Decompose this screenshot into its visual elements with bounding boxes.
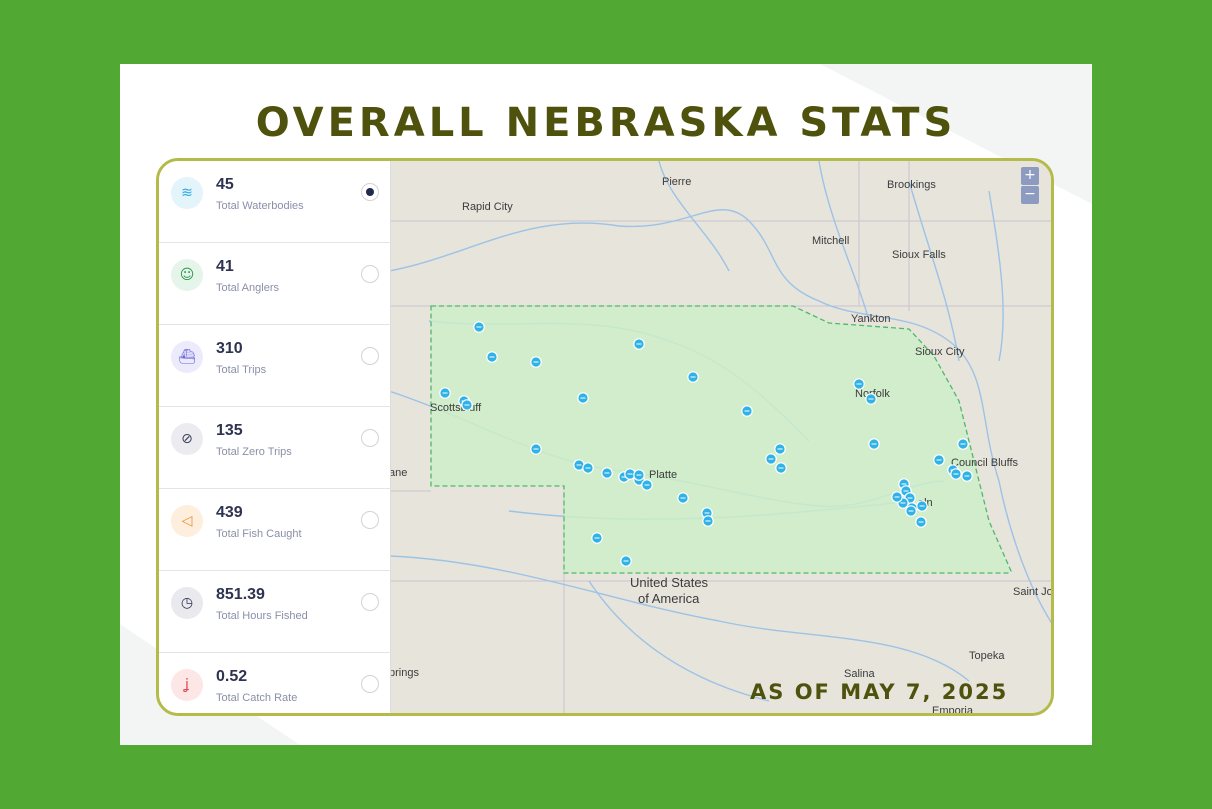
- place-label: prings: [389, 667, 419, 679]
- as-of-date: AS OF MAY 7, 2025: [750, 680, 1009, 704]
- stat-total-hours-fished[interactable]: ◷ 851.39 Total Hours Fished: [159, 571, 391, 653]
- place-label: Rapid City: [462, 201, 513, 213]
- stat-value: 0.52: [216, 668, 248, 685]
- map[interactable]: Pierre Brookings Rapid City Mitchell Sio…: [389, 161, 1054, 716]
- stat-total-catch-rate[interactable]: ʝ 0.52 Total Catch Rate: [159, 653, 391, 713]
- place-label: Pierre: [662, 176, 691, 188]
- angler-icon: ☺: [171, 259, 203, 291]
- place-label: Sioux Falls: [892, 249, 946, 261]
- stat-total-waterbodies[interactable]: ≋ 45 Total Waterbodies: [159, 161, 391, 243]
- place-label: Emporia: [932, 705, 974, 716]
- stat-label: Total Fish Caught: [216, 528, 302, 540]
- stat-radio[interactable]: [361, 511, 379, 529]
- stat-value: 851.39: [216, 586, 265, 603]
- stat-value: 45: [216, 176, 234, 193]
- stat-radio[interactable]: [361, 347, 379, 365]
- place-label: United States: [630, 575, 709, 590]
- stat-value: 439: [216, 504, 243, 521]
- stat-radio[interactable]: [361, 265, 379, 283]
- stat-total-trips[interactable]: ⛴ 310 Total Trips: [159, 325, 391, 407]
- stat-total-fish-caught[interactable]: ◁ 439 Total Fish Caught: [159, 489, 391, 571]
- zoom-in-button[interactable]: +: [1021, 167, 1039, 185]
- place-label: Council Bluffs: [951, 457, 1019, 469]
- stats-map-panel: Pierre Brookings Rapid City Mitchell Sio…: [156, 158, 1054, 716]
- stat-radio[interactable]: [361, 429, 379, 447]
- zero-fish-icon: ⊘: [171, 423, 203, 455]
- place-label: Saint Jos: [1013, 586, 1054, 598]
- page-title: OVERALL NEBRASKA STATS: [255, 100, 957, 146]
- stat-radio[interactable]: [361, 183, 379, 201]
- place-label: Scottsbluff: [430, 402, 482, 414]
- stat-label: Total Waterbodies: [216, 200, 304, 212]
- waves-icon: ≋: [171, 177, 203, 209]
- boat-icon: ⛴: [171, 341, 203, 373]
- stat-label: Total Zero Trips: [216, 446, 292, 458]
- place-label: Topeka: [969, 650, 1005, 662]
- place-label: ane: [389, 467, 407, 479]
- place-label: Salina: [844, 668, 875, 680]
- fish-icon: ◁: [171, 505, 203, 537]
- place-label: Mitchell: [812, 235, 849, 247]
- waterbody-markers[interactable]: [439, 321, 973, 567]
- place-label: Sioux City: [915, 346, 965, 358]
- stat-radio[interactable]: [361, 593, 379, 611]
- place-label: Brookings: [887, 179, 936, 191]
- stat-total-anglers[interactable]: ☺ 41 Total Anglers: [159, 243, 391, 325]
- place-label: Yankton: [851, 313, 891, 325]
- stat-value: 135: [216, 422, 243, 439]
- hook-icon: ʝ: [171, 669, 203, 701]
- stat-total-zero-trips[interactable]: ⊘ 135 Total Zero Trips: [159, 407, 391, 489]
- stat-label: Total Hours Fished: [216, 610, 308, 622]
- place-label: Platte: [649, 469, 677, 481]
- stat-label: Total Anglers: [216, 282, 279, 294]
- map-canvas[interactable]: Pierre Brookings Rapid City Mitchell Sio…: [389, 161, 1054, 716]
- stat-radio[interactable]: [361, 675, 379, 693]
- stat-label: Total Trips: [216, 364, 267, 376]
- stats-sidebar: ≋ 45 Total Waterbodies ☺ 41 Total Angler…: [159, 161, 391, 713]
- stat-label: Total Catch Rate: [216, 692, 298, 704]
- stat-value: 41: [216, 258, 234, 275]
- stat-value: 310: [216, 340, 243, 357]
- nebraska-region: [430, 305, 1012, 574]
- place-label: of America: [638, 591, 700, 606]
- clock-icon: ◷: [171, 587, 203, 619]
- zoom-out-button[interactable]: −: [1021, 186, 1039, 204]
